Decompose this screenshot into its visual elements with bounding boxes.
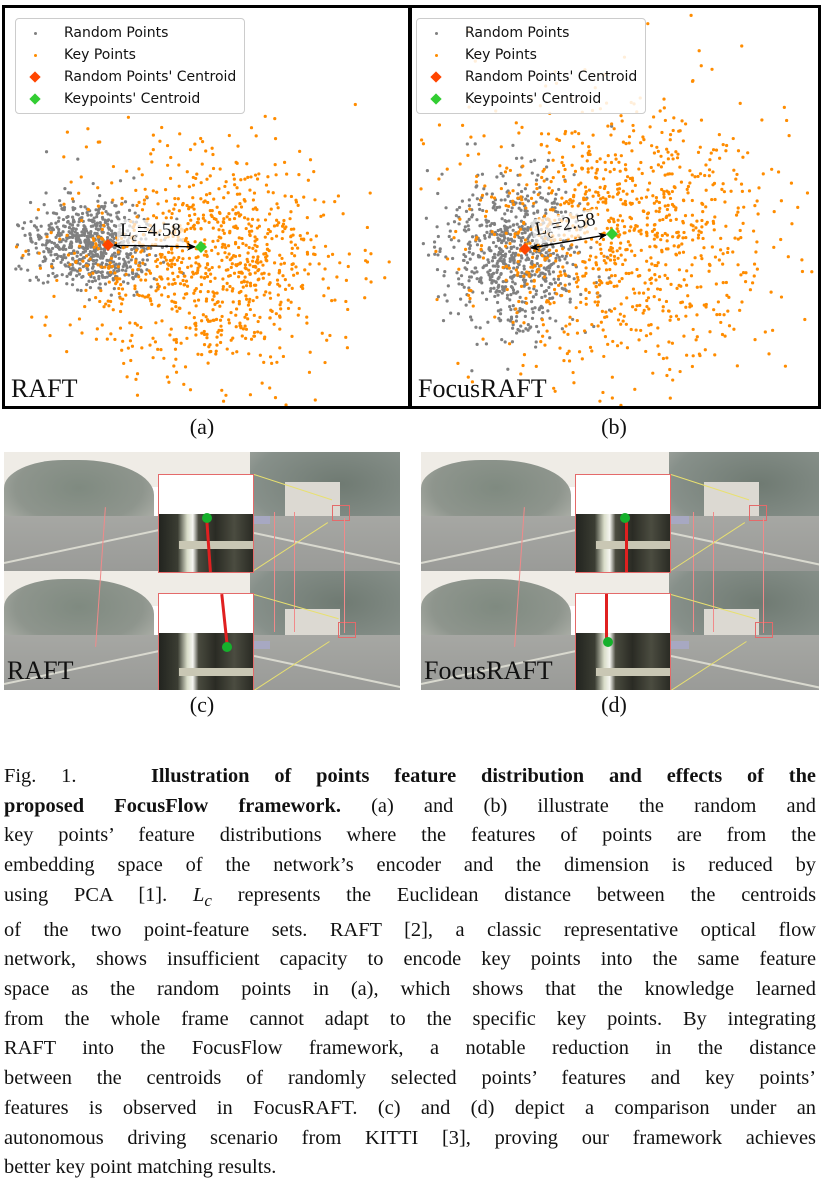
green-diamond-icon [29,93,41,105]
zoomed-inset-frame-1 [158,474,254,573]
caption-line: autonomous driving scenario from KITTI [… [4,1126,816,1149]
zoom-region-box [338,622,356,638]
method-label: FocusRAFT [424,656,553,685]
lc-value: =4.58 [136,220,181,241]
legend-random-points: Random Points [22,22,236,44]
gray-dot-icon [434,31,438,35]
method-label: FocusRAFT [418,374,547,403]
keypoint-marker [202,513,212,523]
orange-dot-icon [33,53,37,57]
legend-label: Keypoints' Centroid [465,91,602,107]
caption-line: RAFT into the FocusFlow framework, a not… [4,1037,816,1060]
frame-1 [421,452,819,571]
subcaption-c: (c) [189,692,215,717]
caption-line: embedding space of the network’s encoder… [4,854,816,877]
orange-dot-icon [434,53,438,57]
lc-subscript: c [131,229,137,244]
zoom-region-box [332,505,350,521]
legend-label: Random Points [64,25,169,41]
flow-track-line [605,594,608,640]
caption-line: proposed FocusFlow framework. (a) and (b… [4,792,816,822]
caption-line: between the centroids of randomly select… [4,1067,816,1090]
caption-line: using PCA [1]. Lc represents the Euclide… [4,881,816,916]
caption-line: space as the random points in (a), which… [4,978,816,1000]
caption-line: better key point matching results. [4,1156,277,1179]
red-diamond-icon [29,71,41,83]
legend-key-points: Key Points [22,44,236,66]
legend-label: Key Points [64,47,136,63]
caption-line: network, shows insufficient capacity to … [4,948,816,971]
method-label: RAFT [11,374,78,403]
legend-label: Random Points' Centroid [465,69,638,85]
keypoint-marker [222,642,232,652]
legend-label: Random Points [465,25,570,41]
caption-text: (a) and (b) illustrate the random and [371,794,817,817]
legend-random-centroid: Random Points' Centroid [22,66,236,88]
legend-label: Random Points' Centroid [64,69,237,85]
flow-track-line [625,517,628,572]
keypoint-marker [603,637,613,647]
scatter-plot-focusraft: Random Points Key Points Random Points' … [409,5,821,409]
plot-legend: Random Points Key Points Random Points' … [15,18,246,114]
legend-random-points: Random Points [423,22,637,44]
subcaption-d: (d) [601,692,627,717]
plot-legend: Random Points Key Points Random Points' … [416,18,647,114]
figure-label: Fig. 1. [4,765,77,787]
scatter-plot-raft: Random Points Key Points Random Points' … [2,5,411,409]
scatter-points-focusraft [419,13,814,406]
legend-random-centroid: Random Points' Centroid [423,66,637,88]
keypoint-marker [620,513,630,523]
legend-key-centroid: Keypoints' Centroid [22,88,236,110]
legend-label: Keypoints' Centroid [64,91,201,107]
caption-title: proposed FocusFlow framework. [4,794,341,817]
zoomed-inset-frame-1 [575,474,671,573]
legend-key-points: Key Points [423,44,637,66]
zoom-region-box [749,505,767,521]
caption-line: of the two point-feature sets. RAFT [2],… [4,918,816,941]
figure-caption: Fig. 1. Illustration of points feature d… [4,762,816,1183]
gray-dot-icon [33,31,37,35]
kitti-matching-focusraft: FocusRAFT [421,452,819,690]
zoomed-inset-frame-2 [158,593,254,690]
caption-line: key points’ feature distributions where … [4,824,816,847]
green-diamond-icon [430,93,442,105]
caption-title: Illustration of points feature distribut… [150,765,816,787]
method-label: RAFT [7,656,74,685]
subcaption-a: (a) [189,414,215,439]
legend-label: Key Points [465,47,537,63]
red-diamond-icon [430,71,442,83]
kitti-matching-raft: RAFT [4,452,400,690]
caption-line: features is observed in FocusRAFT. (c) a… [4,1096,816,1119]
legend-key-centroid: Keypoints' Centroid [423,88,637,110]
subcaption-b: (b) [601,414,627,439]
lc-distance-label: Lc=4.58 [117,220,184,245]
caption-text: represents the Euclidean distance betwee… [237,883,816,906]
caption-line: Fig. 1. Illustration of points feature d… [4,762,816,792]
caption-line: from the whole frame cannot adapt to the… [4,1007,816,1030]
lc-symbol: L [193,883,205,906]
caption-text: using PCA [1]. [4,883,168,906]
lc-subscript: c [204,890,212,910]
zoomed-inset-frame-2 [575,593,671,690]
zoom-region-box [755,622,773,638]
lc-symbol: L [120,220,132,241]
